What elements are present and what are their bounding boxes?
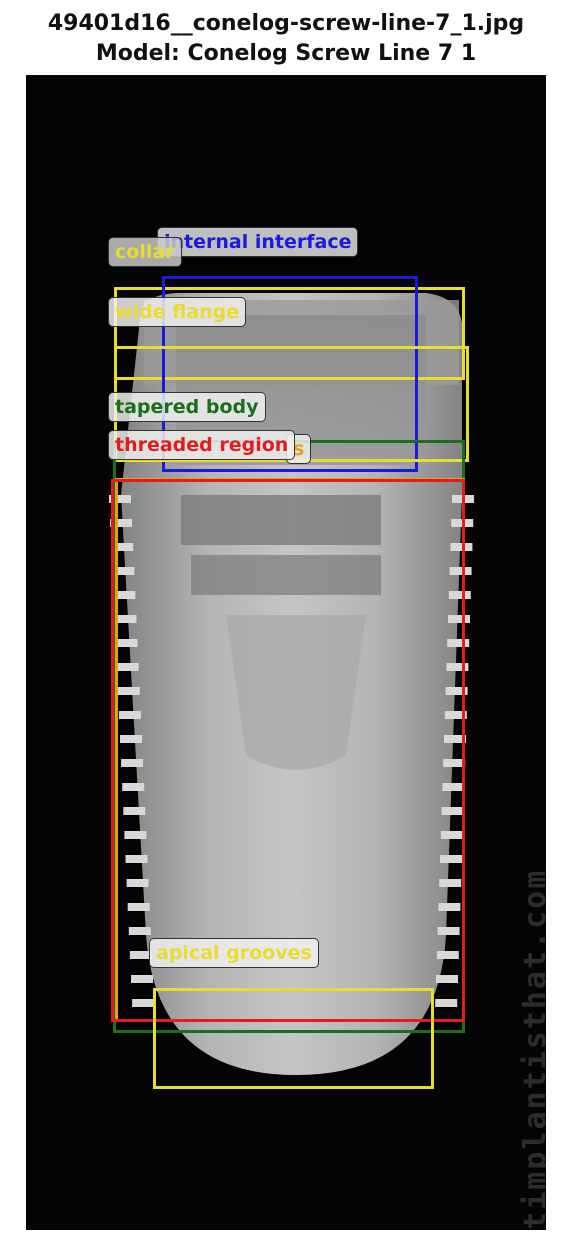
figure-title-line-2: Model: Conelog Screw Line 7 1 xyxy=(95,41,477,66)
thread-ridge-right xyxy=(444,711,467,719)
thread-ridge-right xyxy=(435,999,458,1007)
watermark: whatimplantisthat.com xyxy=(518,868,546,1230)
thread-ridge-right xyxy=(438,903,461,911)
thread-ridge-right xyxy=(447,639,470,647)
xray-image-panel: internal interface collar wide flange ta… xyxy=(26,75,546,1230)
thread-ridge-left xyxy=(124,831,147,839)
thread-ridge-left xyxy=(126,879,149,887)
thread-ridge-left xyxy=(123,807,146,815)
label-apical-grooves: apical grooves xyxy=(149,938,319,968)
label-collar: collar xyxy=(108,237,182,267)
thread-ridge-left xyxy=(128,927,151,935)
thread-ridge-left xyxy=(121,759,144,767)
internal-interface-box xyxy=(162,276,418,472)
label-wide-flange: wide flange xyxy=(108,297,247,327)
thread-ridge-right xyxy=(442,783,465,791)
thread-ridge-left xyxy=(127,903,150,911)
thread-ridge-left xyxy=(125,855,148,863)
thread-ridge-left xyxy=(122,783,145,791)
thread-ridge-left xyxy=(111,543,134,551)
thread-ridge-right xyxy=(445,687,468,695)
thread-ridge-right xyxy=(450,543,473,551)
thread-ridge-right xyxy=(439,879,462,887)
thread-ridge-left xyxy=(116,663,139,671)
thread-ridge-right xyxy=(449,567,472,575)
implant-xray-graphic xyxy=(109,293,474,1075)
thread-ridge-right xyxy=(446,663,469,671)
thread-ridge-right xyxy=(437,927,460,935)
thread-ridge-left xyxy=(110,519,133,527)
label-tapered-body: tapered body xyxy=(108,392,266,422)
thread-ridge-right xyxy=(441,807,464,815)
thread-ridge-left xyxy=(129,951,152,959)
apical-grooves-box xyxy=(153,988,434,1089)
thread-ridge-left xyxy=(131,975,153,983)
label-threaded-region: threaded region xyxy=(108,430,296,460)
thread-ridge-right xyxy=(443,759,466,767)
thread-ridge-left xyxy=(115,639,138,647)
thread-ridge-left xyxy=(109,495,131,503)
thread-ridge-left xyxy=(120,735,142,743)
thread-ridge-left xyxy=(113,591,136,599)
label-internal-interface: internal interface xyxy=(157,227,359,257)
thread-ridge-left xyxy=(132,999,155,1007)
thread-ridge-right xyxy=(436,951,459,959)
thread-ridge-left xyxy=(117,687,140,695)
thread-ridge-right xyxy=(444,735,466,743)
figure-title-line-1: 49401d16__conelog-screw-line-7_1.jpg xyxy=(47,11,525,36)
collar-box xyxy=(114,287,465,380)
threaded-region-box xyxy=(111,479,465,1022)
thread-ridge-right xyxy=(436,975,458,983)
thread-ridge-right xyxy=(448,591,471,599)
thread-ridge-left xyxy=(112,567,135,575)
thread-ridge-right xyxy=(448,615,470,623)
thread-ridge-left xyxy=(118,711,141,719)
thread-ridge-right xyxy=(440,855,462,863)
thread-ridge-left xyxy=(114,615,137,623)
thread-ridge-right xyxy=(440,831,463,839)
